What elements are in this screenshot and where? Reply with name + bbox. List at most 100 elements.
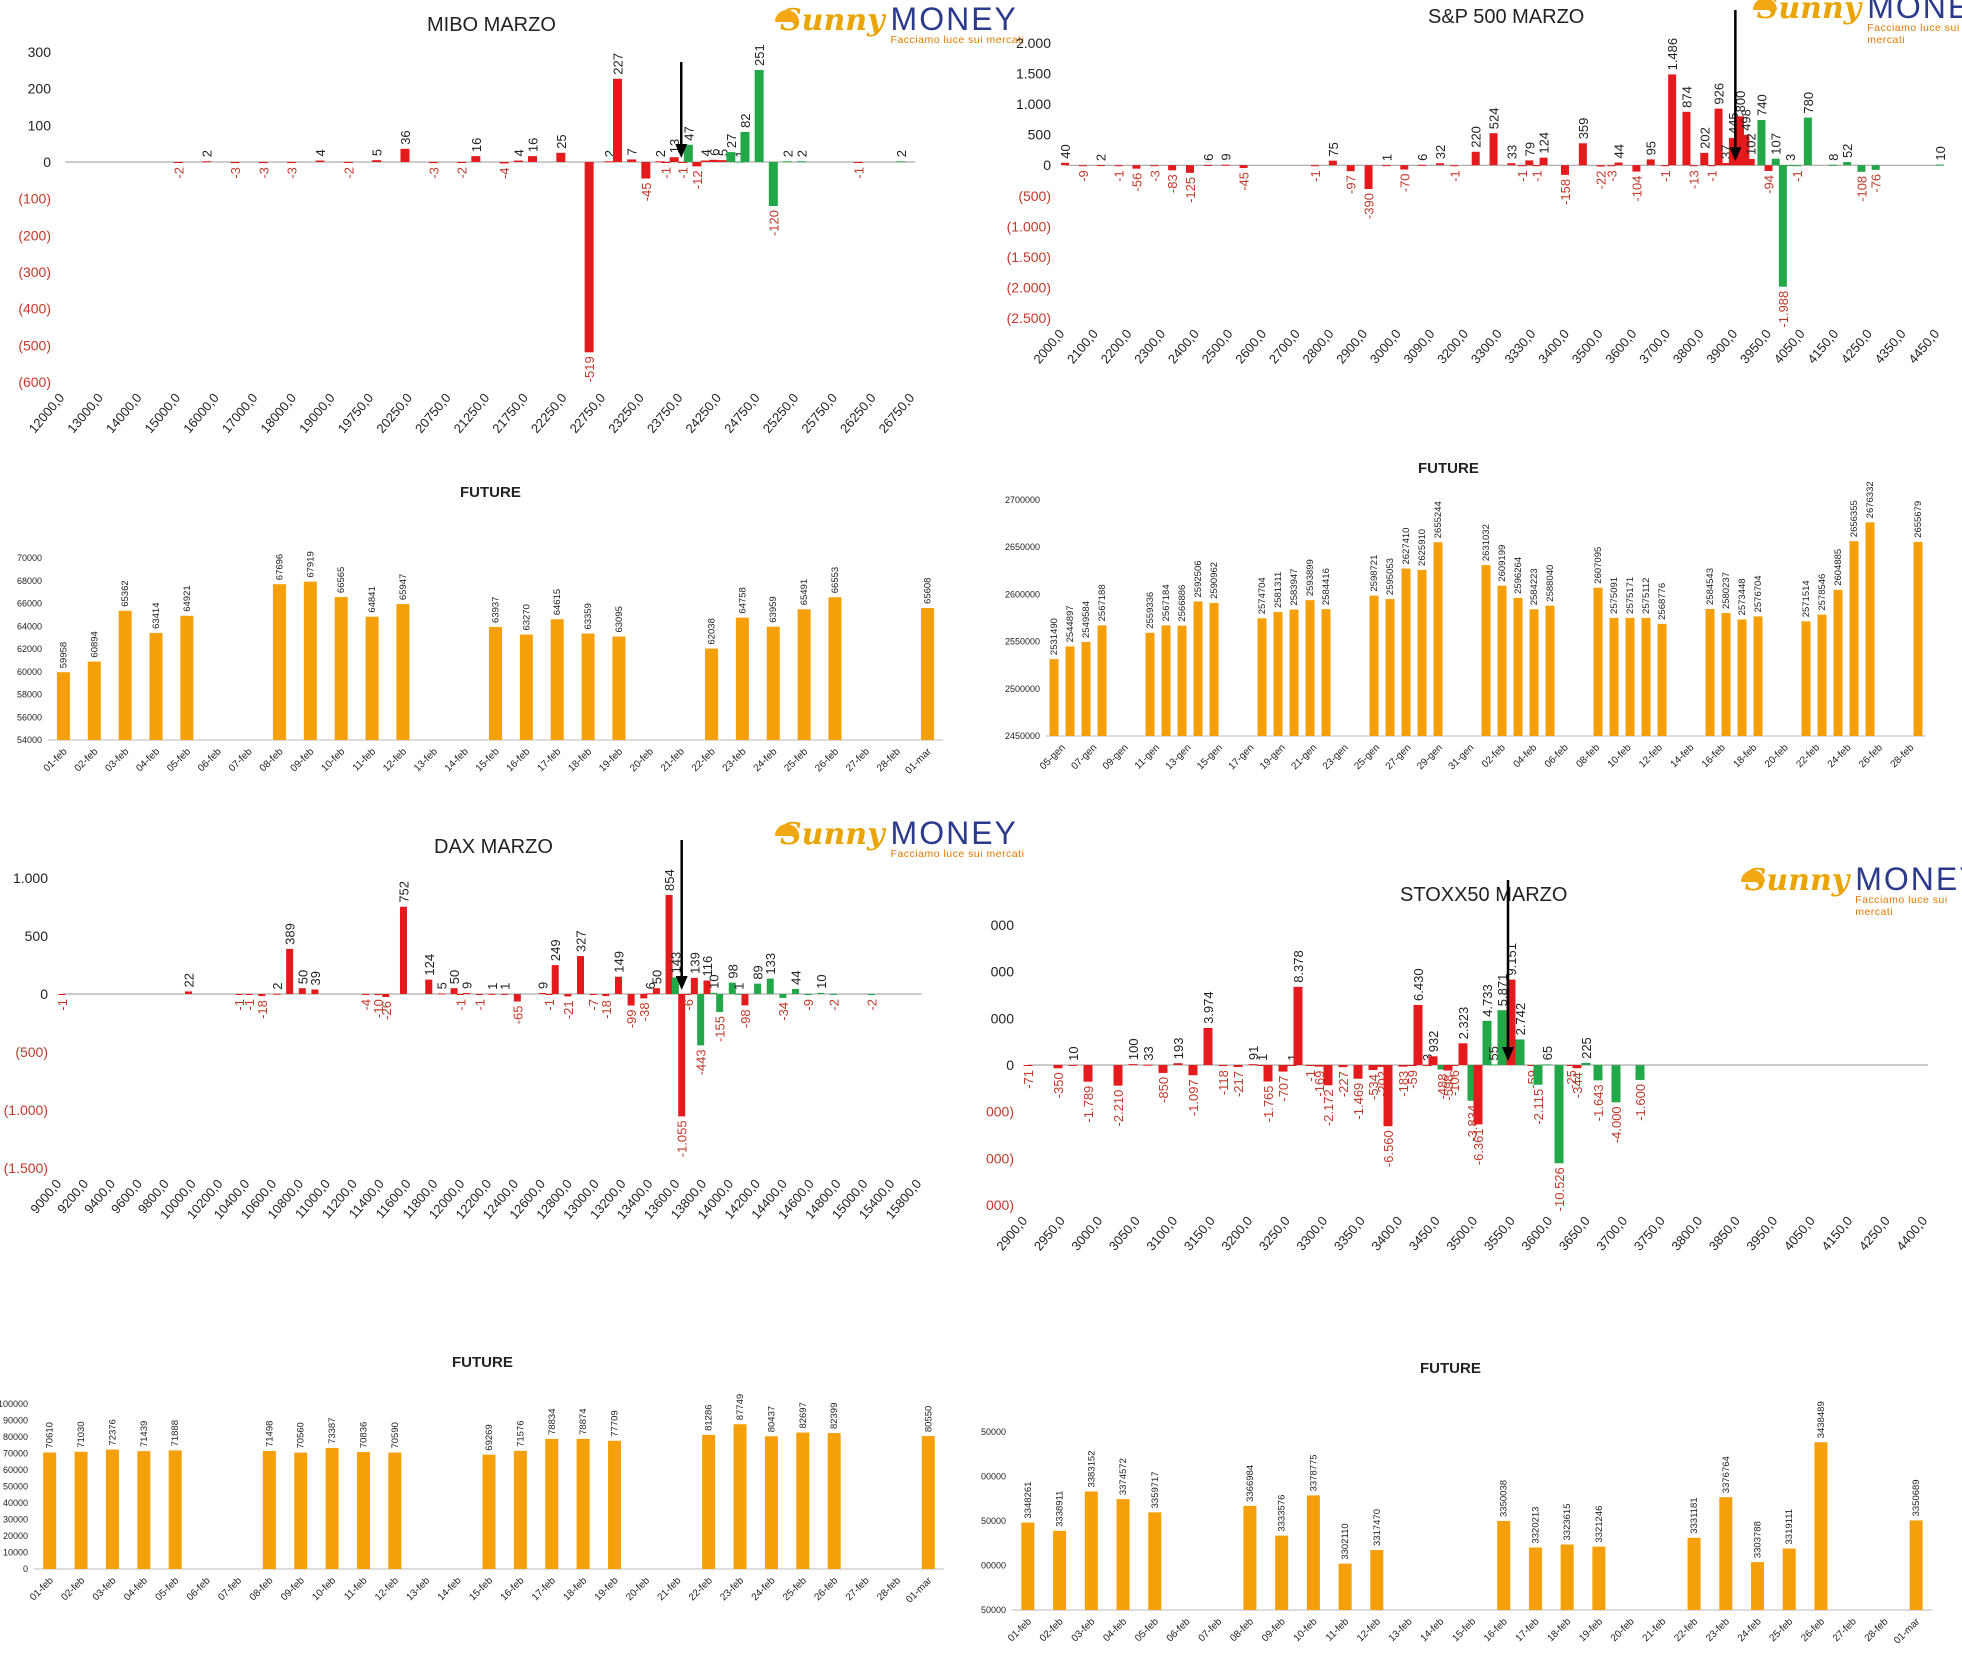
bar — [1023, 1065, 1033, 1066]
bar — [1314, 1065, 1324, 1067]
y-tick-label: 2550000 — [1005, 637, 1040, 647]
future-bar — [1148, 1512, 1162, 1610]
bar — [1682, 111, 1691, 166]
future-bar — [797, 609, 811, 740]
x-tick-label: 3750,0 — [1631, 1213, 1668, 1253]
future-bar — [1865, 522, 1875, 736]
bar-value-label: -1 — [55, 999, 70, 1011]
sp500-chart: 2.000 1.500 1.000 500 0 (500) (1.000) (1.500) (2… — [990, 10, 1962, 430]
bar-value-label: 4 — [313, 149, 328, 156]
bar — [399, 906, 407, 994]
future-bar-value-label: 62038 — [707, 618, 718, 644]
future-bar-value-label: 2584223 — [1529, 568, 1540, 605]
future-bar — [74, 1451, 88, 1569]
x-tick-label: 2700,0 — [1266, 326, 1303, 366]
bar-value-label: 1 — [1255, 1054, 1270, 1061]
bar — [425, 979, 433, 994]
future-bar-value-label: 71498 — [264, 1421, 275, 1447]
x-tick-label: 17-gen — [1227, 742, 1257, 772]
bar — [1525, 160, 1534, 166]
x-tick-label: 3200,0 — [1218, 1213, 1255, 1253]
x-tick-label: 11-feb — [351, 746, 379, 774]
bar — [709, 159, 719, 162]
stoxx-chart: 000 000 000 0 000) 000) 000) 2900,0 2950,0 3000,0… — [986, 880, 1962, 1330]
bar — [692, 162, 702, 167]
bar-value-label: -1 — [1790, 170, 1805, 182]
x-tick-label: 24750,0 — [721, 390, 763, 436]
x-tick-label: 19-gen — [1258, 742, 1288, 772]
future-bar-value-label: 80437 — [766, 1406, 777, 1432]
bar-value-label: -1 — [659, 167, 674, 179]
y-tick-label: 000) — [986, 1197, 1014, 1213]
future-bar-value-label: 64841 — [367, 586, 378, 612]
future-bar — [365, 616, 379, 740]
x-tick-label: 18-feb — [561, 1575, 589, 1603]
future-bar-value-label: 82399 — [829, 1403, 840, 1429]
x-tick-label: 2500,0 — [1199, 326, 1236, 366]
bar-value-label: 6.430 — [1411, 968, 1426, 1001]
future-bar — [513, 1450, 527, 1569]
future-bar — [612, 636, 626, 740]
future-bar-value-label: 2567188 — [1097, 584, 1108, 621]
y-tick-label: 2.000 — [1016, 35, 1051, 51]
bar — [1346, 165, 1355, 172]
x-tick-label: 12-feb — [1637, 742, 1665, 770]
bar-value-label: 800 — [1733, 91, 1748, 113]
bar-value-label: 9.151 — [1504, 943, 1519, 976]
bar — [1436, 163, 1444, 166]
future-bar — [1529, 609, 1539, 736]
bar — [779, 994, 787, 998]
bar-value-label: -22 — [1594, 171, 1609, 190]
future-bar — [1737, 619, 1747, 736]
bar — [463, 992, 471, 994]
bar — [829, 994, 837, 995]
x-tick-label: 4350,0 — [1872, 326, 1909, 366]
bar — [1489, 133, 1498, 166]
bar-value-label: 6 — [707, 149, 722, 156]
future-bar — [1481, 565, 1491, 736]
future-mibo-chart: 70000 68000 66000 64000 62000 60000 58000 56000… — [0, 540, 960, 790]
future-bar — [1021, 1522, 1035, 1610]
bar — [1700, 152, 1709, 166]
future-bar — [118, 610, 132, 740]
future-bar — [1275, 1535, 1289, 1610]
y-tick-label: 20000 — [3, 1531, 28, 1541]
y-tick-label: 1.000 — [1016, 96, 1051, 112]
future-bar — [1049, 659, 1059, 736]
y-tick-label: 90000 — [3, 1416, 28, 1426]
bar — [1458, 1043, 1468, 1065]
bar — [754, 69, 764, 162]
bar — [853, 162, 863, 163]
x-tick-label: 04-feb — [1511, 742, 1539, 770]
bar-value-label: 102 — [1744, 133, 1759, 155]
bar-value-label: 33 — [1141, 1046, 1156, 1060]
bar-value-label: -4 — [497, 167, 512, 179]
bar — [602, 994, 610, 997]
bar-value-label: -2.172 — [1321, 1089, 1336, 1126]
y-tick-label: (2.500) — [1007, 310, 1051, 326]
bar-value-label: 10 — [1933, 146, 1948, 160]
bar — [1757, 120, 1766, 166]
x-tick-label: 3950,0 — [1737, 326, 1774, 366]
x-tick-label: 09-feb — [279, 1575, 307, 1603]
x-tick-label: 13-feb — [1387, 1616, 1415, 1644]
bar — [1539, 157, 1548, 166]
bar-value-label: -106 — [1447, 1070, 1462, 1096]
bar-value-label: -18 — [599, 1000, 614, 1019]
x-tick-label: 01-feb — [42, 746, 70, 774]
bar-value-label: -45 — [1237, 172, 1252, 191]
y-tick-label: (1.500) — [1007, 249, 1051, 265]
x-tick-label: 24-feb — [752, 746, 780, 774]
y-tick-label: 70000 — [3, 1449, 28, 1459]
future-bar — [733, 1424, 747, 1569]
future-bar-value-label: 65947 — [398, 574, 409, 600]
x-tick-label: 3250,0 — [1256, 1213, 1293, 1253]
y-tick-label: (1.000) — [4, 1102, 48, 1118]
bar-value-label: 1 — [1285, 1054, 1300, 1061]
x-tick-label: 28-feb — [875, 1575, 903, 1603]
x-tick-label: 23-gen — [1321, 742, 1351, 772]
bar-value-label: -534 — [1366, 1074, 1381, 1100]
x-tick-label: 2900,0 — [993, 1213, 1030, 1253]
x-tick-label: 20250,0 — [373, 390, 415, 436]
